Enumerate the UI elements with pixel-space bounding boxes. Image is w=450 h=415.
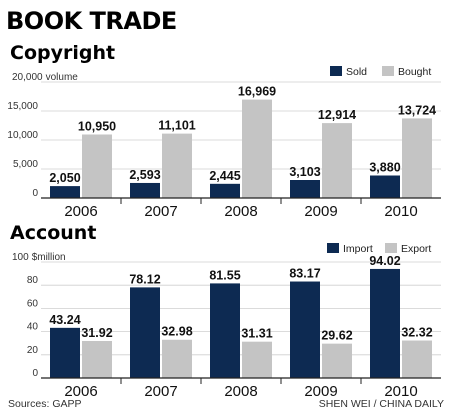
data-label-import-2007: 78.12 xyxy=(129,272,160,286)
y-tick-label: 100 xyxy=(12,252,29,263)
bar-import-2006 xyxy=(50,327,80,378)
account-chart: Account 0 20 40 60 80 100 $million Import Export… xyxy=(10,222,441,400)
data-label-bought-2009: 12,914 xyxy=(318,108,356,122)
data-label-bought-2008: 16,969 xyxy=(238,85,276,99)
legend-swatch-bought xyxy=(382,66,394,76)
data-label-sold-2006: 2,050 xyxy=(49,171,80,185)
x-category-label: 2008 xyxy=(224,203,257,220)
x-category-label: 2007 xyxy=(144,203,177,220)
legend-label-import: Import xyxy=(343,243,373,255)
bar-export-2008 xyxy=(242,341,272,378)
bar-sold-2007 xyxy=(130,182,160,198)
legend-swatch-import xyxy=(327,243,339,253)
x-category-label: 2006 xyxy=(64,383,97,400)
data-label-sold-2010: 3,880 xyxy=(369,160,400,174)
data-label-export-2010: 32.32 xyxy=(401,326,432,340)
x-category-label: 2010 xyxy=(384,203,417,220)
legend-label-sold: Sold xyxy=(346,66,367,78)
x-category-label: 2007 xyxy=(144,383,177,400)
copyright-title: Copyright xyxy=(10,42,115,64)
data-label-sold-2009: 3,103 xyxy=(289,165,320,179)
y-tick-label: 60 xyxy=(27,298,39,309)
x-category-label: 2010 xyxy=(384,383,417,400)
bar-sold-2008 xyxy=(210,183,240,198)
data-label-sold-2007: 2,593 xyxy=(129,168,160,182)
bar-sold-2006 xyxy=(50,186,80,198)
legend-label-bought: Bought xyxy=(398,66,431,78)
bar-bought-2006 xyxy=(82,134,112,198)
data-label-sold-2008: 2,445 xyxy=(209,169,240,183)
account-title: Account xyxy=(10,222,96,244)
credit-note: SHEN WEI / CHINA DAILY xyxy=(319,398,444,410)
legend-swatch-export xyxy=(385,243,397,253)
bar-bought-2008 xyxy=(242,99,272,198)
data-label-bought-2010: 13,724 xyxy=(398,103,436,117)
bar-bought-2010 xyxy=(402,118,432,198)
data-label-import-2010: 94.02 xyxy=(369,254,400,268)
bar-bought-2009 xyxy=(322,123,352,198)
bar-sold-2010 xyxy=(370,175,400,198)
main-title: BOOK TRADE xyxy=(6,7,177,35)
bar-export-2007 xyxy=(162,339,192,378)
bar-bought-2007 xyxy=(162,133,192,198)
x-category-label: 2006 xyxy=(64,203,97,220)
y-tick-label: 0 xyxy=(32,188,38,199)
data-label-export-2006: 31.92 xyxy=(81,326,112,340)
data-label-import-2009: 83.17 xyxy=(289,267,320,281)
bar-import-2010 xyxy=(370,268,400,378)
y-tick-label: 20 xyxy=(27,345,39,356)
x-category-label: 2008 xyxy=(224,383,257,400)
y-unit-label: $million xyxy=(32,252,66,263)
y-tick-label: 20,000 xyxy=(12,72,43,83)
bar-export-2010 xyxy=(402,340,432,378)
bar-export-2009 xyxy=(322,343,352,378)
y-tick-label: 5,000 xyxy=(13,159,38,170)
bar-export-2006 xyxy=(82,340,112,378)
legend-swatch-sold xyxy=(330,66,342,76)
source-note: Sources: GAPP xyxy=(8,398,82,410)
y-tick-label: 80 xyxy=(27,275,39,286)
y-tick-label: 0 xyxy=(32,368,38,379)
y-tick-label: 15,000 xyxy=(7,101,38,112)
bar-import-2009 xyxy=(290,281,320,378)
data-label-import-2008: 81.55 xyxy=(209,268,240,282)
y-unit-label: volume xyxy=(46,72,79,83)
bar-sold-2009 xyxy=(290,180,320,198)
x-category-label: 2009 xyxy=(304,203,337,220)
data-label-bought-2006: 10,950 xyxy=(78,119,116,133)
bar-import-2007 xyxy=(130,287,160,378)
data-label-import-2006: 43.24 xyxy=(49,313,80,327)
data-label-bought-2007: 11,101 xyxy=(158,119,196,133)
legend-label-export: Export xyxy=(401,243,431,255)
data-label-export-2008: 31.31 xyxy=(241,327,272,341)
data-label-export-2009: 29.62 xyxy=(321,329,352,343)
data-label-export-2007: 32.98 xyxy=(161,325,192,339)
copyright-chart: Copyright 0 5,000 10,000 15,000 20,000 volume… xyxy=(7,42,441,220)
bar-import-2008 xyxy=(210,283,240,378)
y-tick-label: 40 xyxy=(27,322,39,333)
x-category-label: 2009 xyxy=(304,383,337,400)
y-tick-label: 10,000 xyxy=(7,130,38,141)
